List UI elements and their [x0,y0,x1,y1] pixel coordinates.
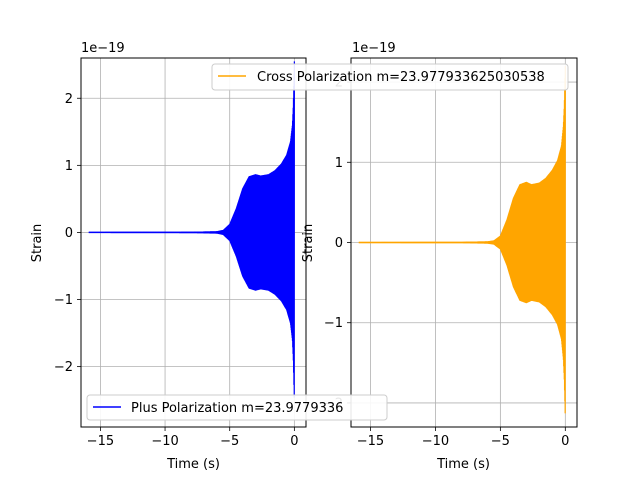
x-tick-label: −15 [87,434,114,449]
y-tick-label: 0 [335,236,343,251]
y-tick-label: 1 [335,156,343,171]
plus-polarization-legend: Plus Polarization m=23.9779336 [86,394,388,421]
legend-box [211,63,569,91]
y-tick-label: 1 [65,159,73,174]
y-tick-label: −1 [324,316,343,331]
x-axis-label: Time (s) [166,457,220,472]
x-tick-label: 0 [561,434,569,449]
y-offset-label: 1e−19 [81,41,125,56]
cross-polarization-legend: Cross Polarization m=23.977933625030538 [211,63,569,91]
legend-label: Plus Polarization m=23.9779336 [131,401,343,416]
plus-polarization-waveform [88,61,295,398]
x-tick-label: −5 [220,434,239,449]
x-tick-label: −10 [151,434,178,449]
y-tick-label: 0 [65,226,73,241]
x-tick-label: −15 [357,434,384,449]
x-tick-label: −10 [422,434,449,449]
y-tick-label: 2 [65,92,73,107]
y-axis-label: Strain [30,224,45,263]
y-offset-label: 1e−19 [352,41,396,56]
y-tick-label: −1 [54,293,73,308]
axes-frame [80,57,307,428]
x-tick-label: 0 [290,434,298,449]
x-axis-label: Time (s) [436,457,490,472]
y-tick-label: −2 [54,360,73,375]
x-tick-label: −5 [491,434,510,449]
y-axis-label: Strain [301,224,316,263]
cross-polarization-waveform [358,66,566,414]
legend-box [86,394,388,421]
legend-label: Cross Polarization m=23.977933625030538 [257,70,545,85]
